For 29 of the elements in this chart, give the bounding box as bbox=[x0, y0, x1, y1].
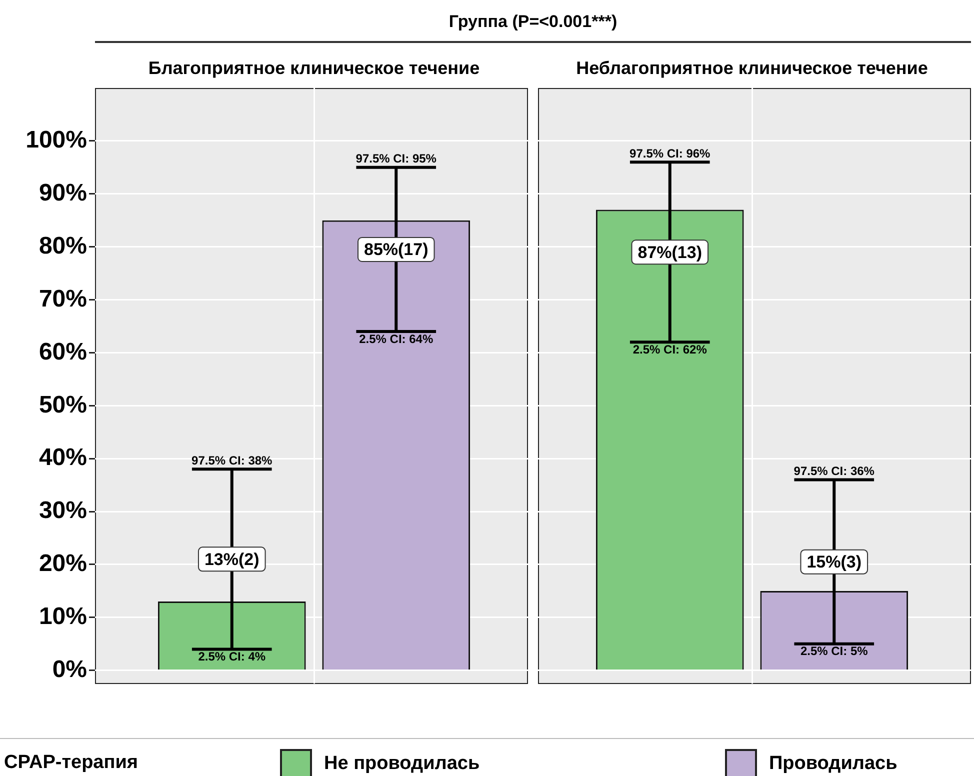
y-tick-label: 90% bbox=[38, 180, 87, 207]
y-tick-label: 0% bbox=[52, 656, 87, 683]
legend-title: CPAP-терапия bbox=[4, 752, 138, 774]
annotation: 2.5% CI: 4% bbox=[198, 650, 266, 664]
annotation: 97.5% CI: 38% bbox=[192, 453, 273, 468]
y-tick-label: 80% bbox=[38, 232, 87, 260]
y-tick-label: 20% bbox=[38, 550, 87, 578]
y-tick-label: 60% bbox=[38, 338, 87, 366]
legend-label: Не проводилась bbox=[323, 752, 480, 776]
legend-label: Проводилась bbox=[768, 752, 898, 776]
annotation: 97.5% CI: 36% bbox=[794, 464, 875, 478]
annotation: 97.5% CI: 96% bbox=[630, 146, 711, 160]
data-label: 13%(2) bbox=[204, 550, 260, 569]
chart-title: Группа (P=<0.001***) bbox=[448, 12, 618, 32]
data-label: 15%(3) bbox=[806, 552, 862, 572]
y-tick-label: 70% bbox=[38, 285, 87, 312]
y-tick-label: 40% bbox=[38, 444, 87, 472]
annotation: 2.5% CI: 5% bbox=[800, 644, 868, 658]
annotation: 2.5% CI: 62% bbox=[632, 342, 708, 356]
y-tick-label: 30% bbox=[38, 497, 87, 524]
annotation: 2.5% CI: 64% bbox=[359, 332, 434, 346]
y-tick-label: 50% bbox=[38, 391, 87, 418]
annotation: 97.5% CI: 95% bbox=[356, 152, 437, 166]
y-tick-label: 100% bbox=[26, 126, 87, 154]
y-tick-label: 10% bbox=[38, 603, 87, 630]
data-label: 85%(17) bbox=[364, 240, 428, 260]
x-tick-label: Благоприятное клиническое течение bbox=[148, 58, 480, 78]
data-label: 87%(13) bbox=[638, 242, 702, 262]
x-tick-label: Неблагоприятное клиническое течение bbox=[576, 58, 928, 78]
